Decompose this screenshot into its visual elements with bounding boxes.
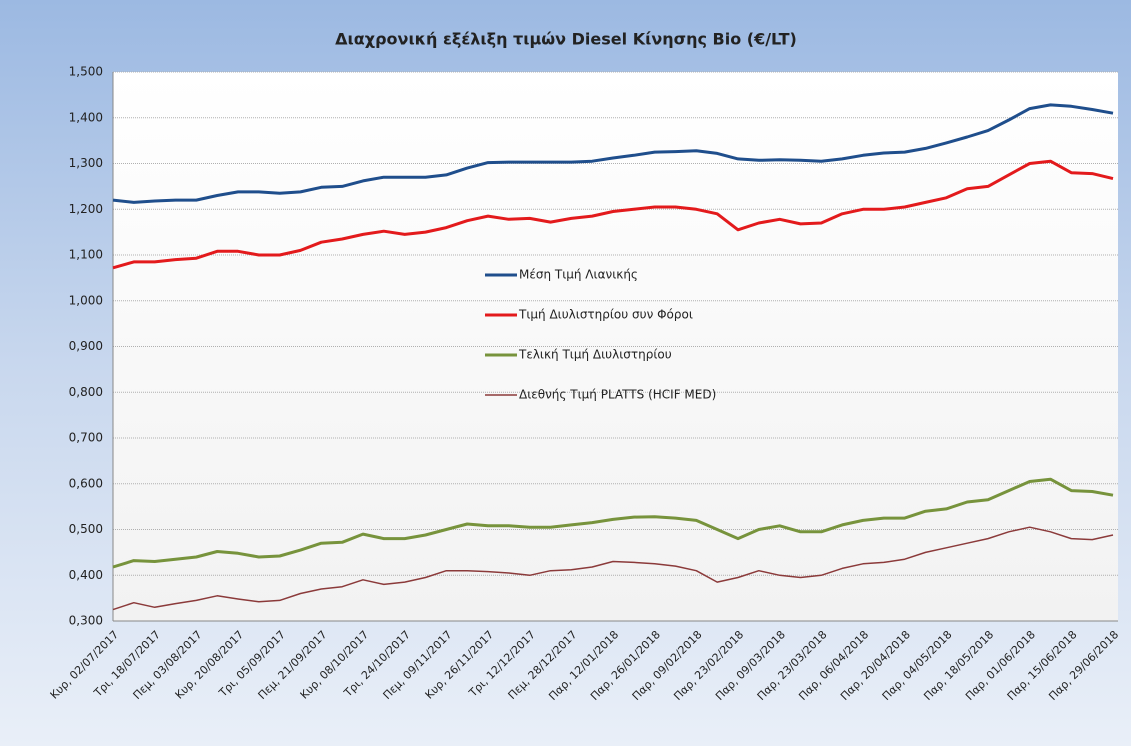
series-line [112, 477, 1114, 569]
y-tick-label: 0,900 [69, 339, 103, 353]
y-tick-label: 1,100 [69, 248, 103, 262]
y-tick-label: 0,700 [69, 431, 103, 445]
y-tick-label: 1,000 [69, 293, 103, 307]
chart-title: Διαχρονική εξέλιξη τιμών Diesel Κίνησης … [335, 30, 797, 49]
y-tick-label: 1,300 [69, 156, 103, 170]
y-tick-label: 0,400 [69, 568, 103, 582]
y-tick-label: 1,200 [69, 202, 103, 216]
y-tick-label: 0,300 [69, 614, 103, 628]
series-line [112, 103, 1114, 204]
y-tick-label: 1,500 [69, 65, 103, 79]
legend-label: Τιμή Διυλιστηρίου συν Φόροι [518, 308, 693, 322]
y-tick-label: 0,500 [69, 522, 103, 536]
legend-label: Μέση Τιμή Λιανικής [519, 268, 638, 282]
series-line [112, 526, 1114, 611]
legend-label: Διεθνής Τιμή PLATTS (HCIF MED) [519, 388, 716, 402]
y-tick-label: 1,400 [69, 110, 103, 124]
y-tick-label: 0,800 [69, 385, 103, 399]
y-tick-label: 0,600 [69, 476, 103, 490]
series-line [112, 159, 1114, 270]
legend-label: Τελική Τιμή Διυλιστηρίου [518, 348, 672, 362]
